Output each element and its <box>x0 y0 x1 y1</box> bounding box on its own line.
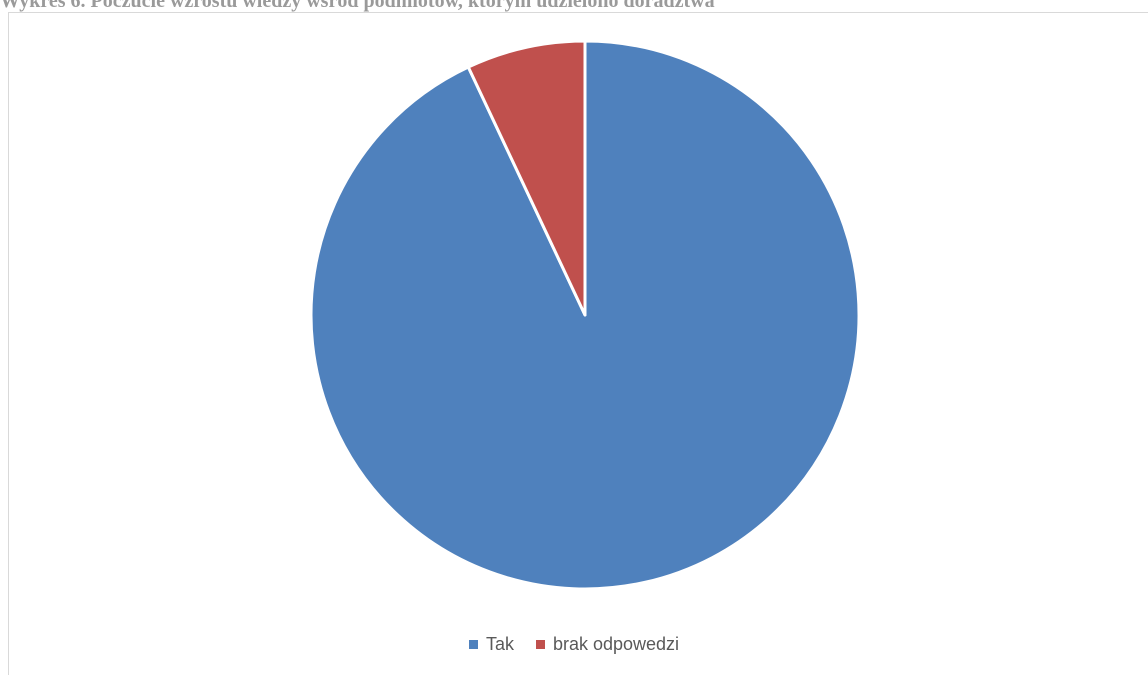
legend-label-tak: Tak <box>485 633 514 654</box>
legend-item-tak: Tak <box>468 633 514 655</box>
pie-slice-brak-odpowedzi <box>466 39 587 317</box>
legend: Tak brak odpowedzi <box>0 630 1148 658</box>
legend-label-brak-odpowedzi: brak odpowedzi <box>552 633 680 654</box>
legend-swatch-brak-odpowedzi <box>535 639 545 649</box>
legend-swatch-tak <box>468 639 478 649</box>
chart-frame <box>8 12 1148 675</box>
legend-item-brak-odpowedzi: brak odpowedzi <box>535 633 680 655</box>
chart-caption: Wykres 6. Poczucie wzrostu wiedzy wśród … <box>0 0 715 12</box>
